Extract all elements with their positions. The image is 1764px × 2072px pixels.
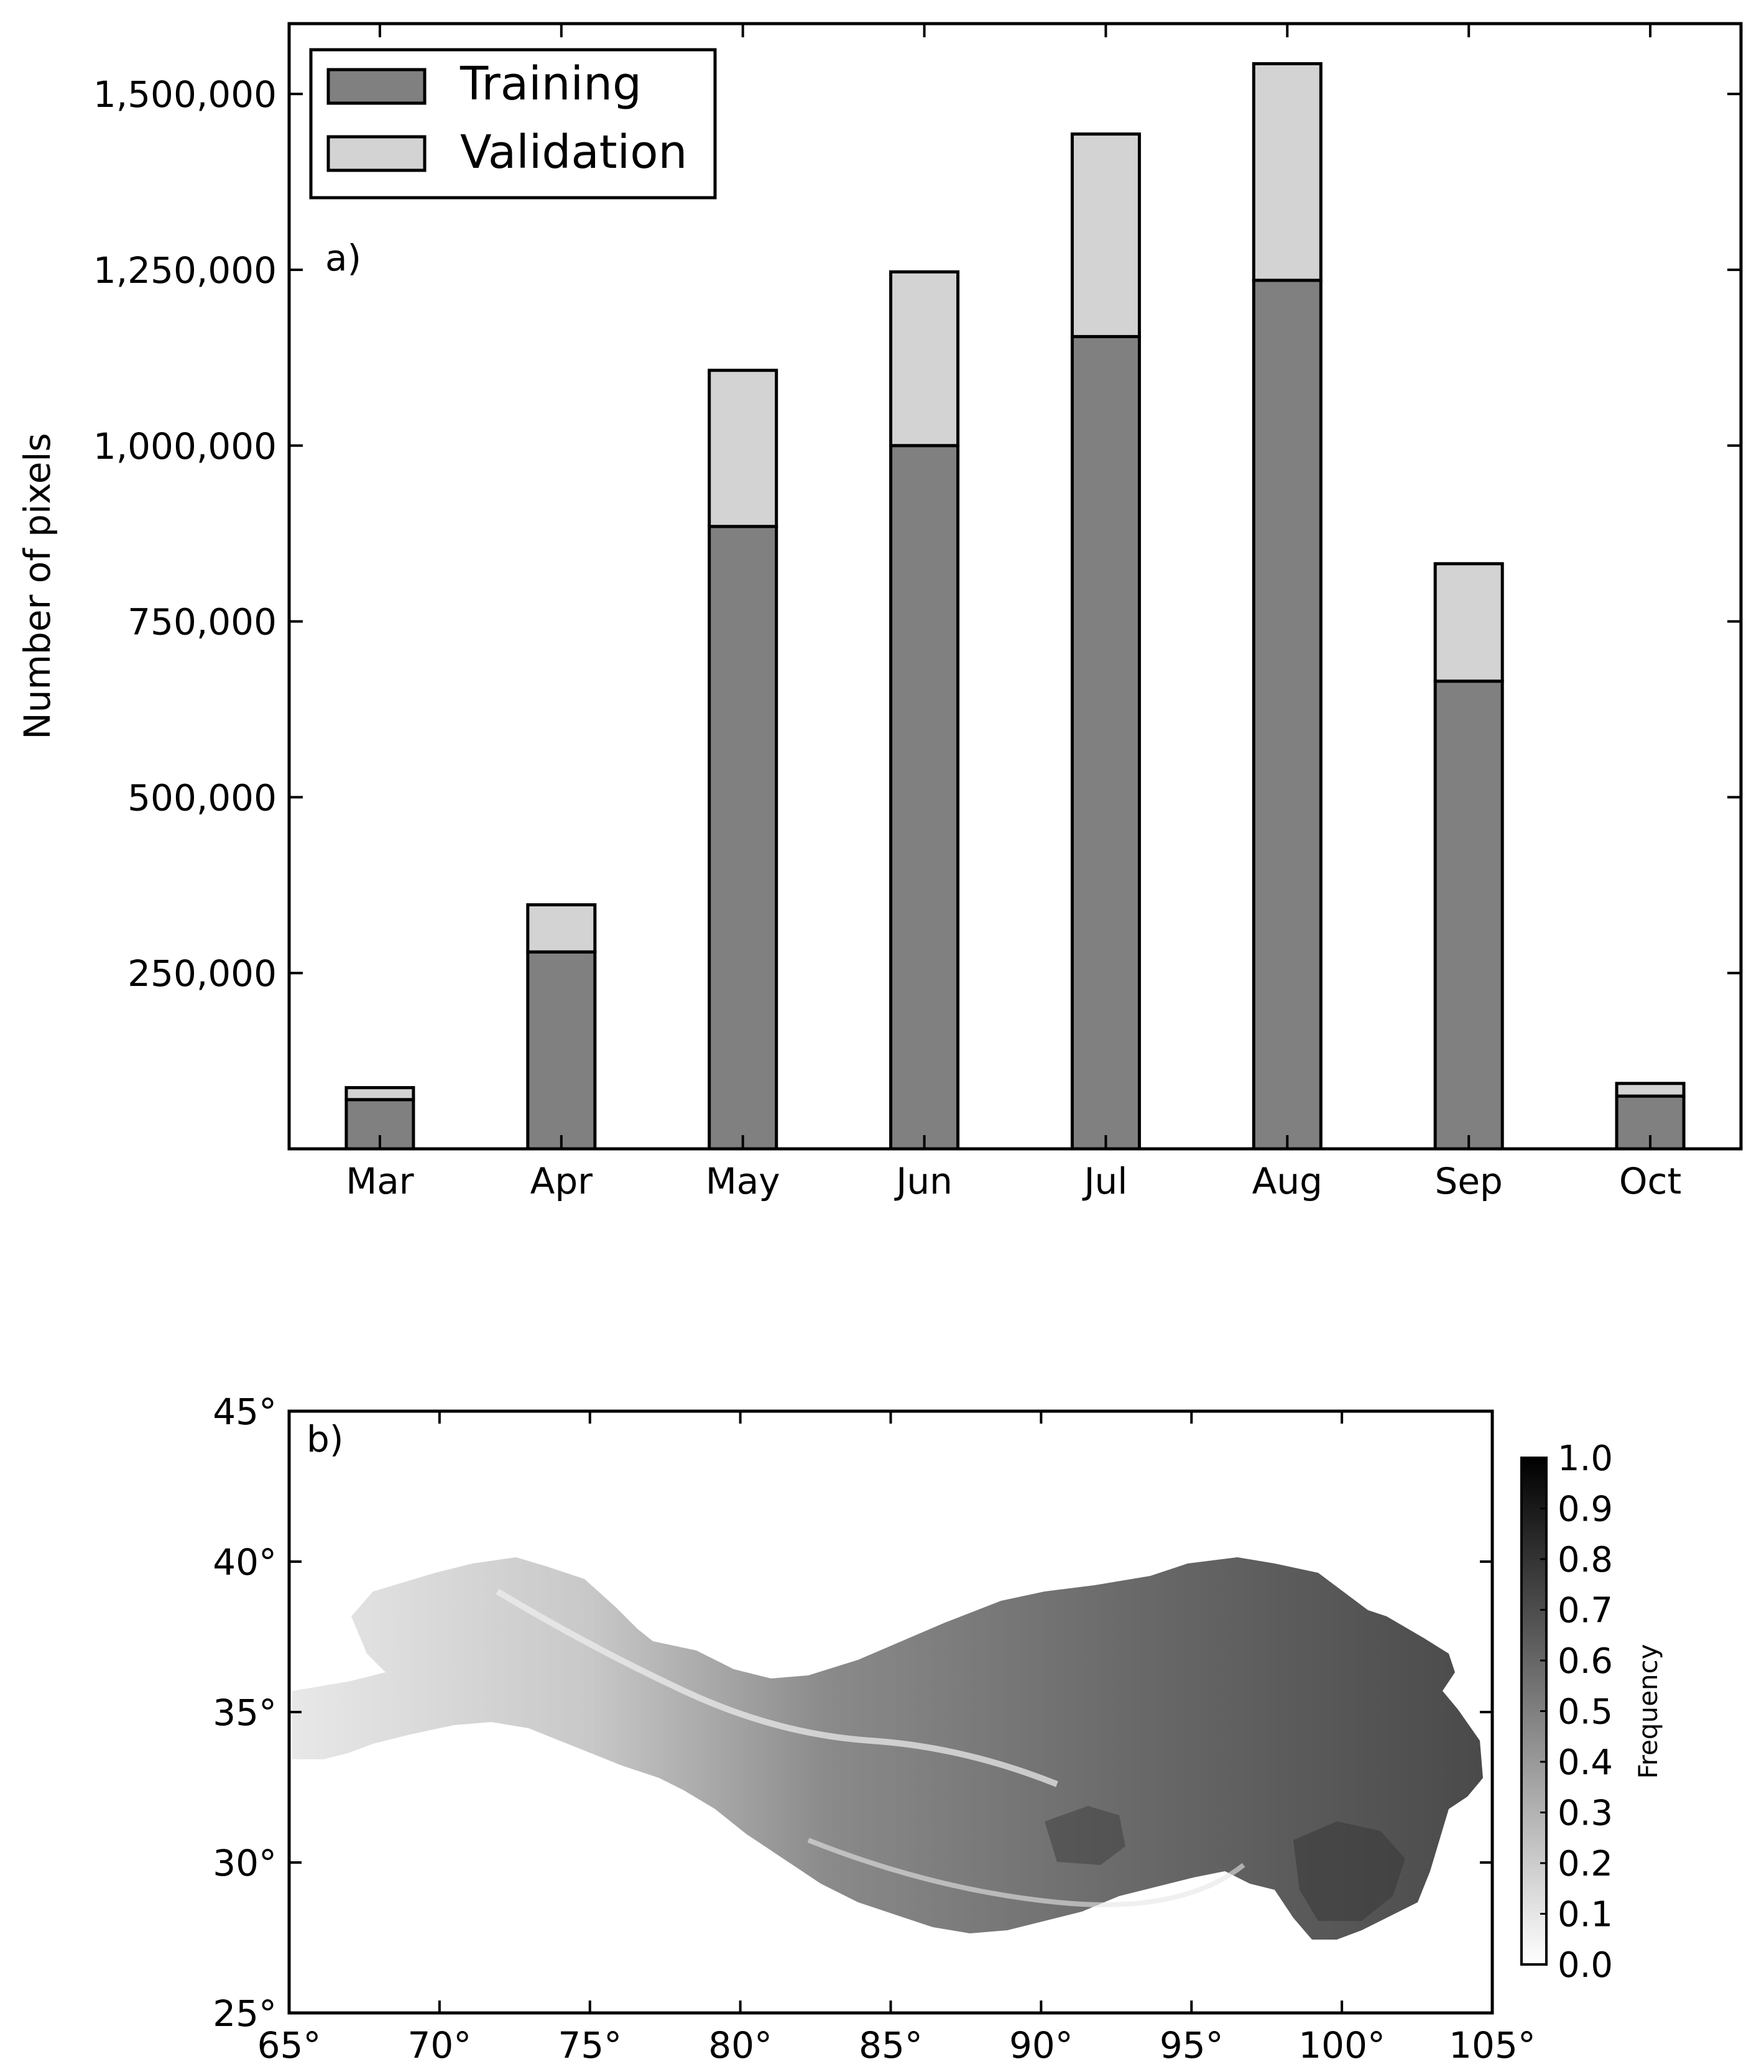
colorbar-tick-label: 0.5 xyxy=(1558,1692,1613,1733)
colorbar-tick-label: 0.1 xyxy=(1558,1895,1613,1935)
map-x-tick-label: 80° xyxy=(708,2024,772,2066)
y-axis-ticks: 250,000 500,000 750,000 1,000,000 1,250,000 1… xyxy=(93,73,1741,995)
bar-validation-sep xyxy=(1433,562,1504,683)
bar-validation-jun xyxy=(889,270,960,448)
colorbar-ticks: 0.0 0.1 0.2 0.3 0.4 0.5 0.6 0.7 0.8 0.9 1.0 xyxy=(1540,1439,1613,1986)
x-tick-label: Jul xyxy=(1082,1160,1127,1202)
bar-training-jul xyxy=(1070,334,1141,1151)
colorbar-label: Frequency xyxy=(1633,1644,1663,1779)
y-tick-label: 1,000,000 xyxy=(93,425,277,467)
y-tick-label: 1,500,000 xyxy=(93,73,277,116)
map-x-tick-label: 105° xyxy=(1449,2024,1536,2066)
y-tick-label: 750,000 xyxy=(127,601,277,643)
bar-validation-may xyxy=(708,369,778,528)
map-x-tick-label: 95° xyxy=(1160,2024,1224,2066)
y-axis-label: Number of pixels xyxy=(16,433,58,739)
x-tick-label: Jun xyxy=(894,1160,953,1202)
x-tick-label: Sep xyxy=(1435,1160,1503,1202)
legend: Training Validation xyxy=(309,48,717,200)
map-x-tick-label: 90° xyxy=(1009,2024,1073,2066)
colorbar-tick-label: 0.6 xyxy=(1558,1641,1613,1682)
map-light-streak xyxy=(496,1588,1058,1787)
x-tick-label: Oct xyxy=(1619,1160,1681,1202)
bar-validation-oct xyxy=(1615,1082,1686,1098)
colorbar-tick-label: 0.9 xyxy=(1558,1490,1613,1530)
colorbar-tick-label: 0.4 xyxy=(1558,1743,1613,1783)
bar-training-apr xyxy=(526,950,597,1151)
colorbar-tick-label: 0.8 xyxy=(1558,1540,1613,1580)
bar-validation-apr xyxy=(526,903,597,954)
bar-training-sep xyxy=(1433,679,1504,1151)
y-tick-label: 500,000 xyxy=(127,776,277,819)
map-dark-patch xyxy=(1293,1821,1405,1921)
map-light-streak-2 xyxy=(807,1838,1245,1907)
bar-training-aug xyxy=(1252,279,1323,1151)
bar-validation-aug xyxy=(1252,62,1323,282)
map-y-tick-label: 45° xyxy=(213,1391,277,1433)
map-y-tick-label: 30° xyxy=(213,1842,277,1884)
map-x-tick-label: 100° xyxy=(1298,2024,1385,2066)
map-image xyxy=(292,1557,1483,1940)
y-tick-label: 1,250,000 xyxy=(93,249,277,292)
x-axis-ticks: Mar Apr May Jun Jul Aug Sep Oct xyxy=(346,24,1681,1202)
map-dark-patch-2 xyxy=(1045,1806,1125,1865)
map-x-tick-label: 75° xyxy=(558,2024,622,2066)
colorbar-tick-label: 0.2 xyxy=(1558,1844,1613,1884)
colorbar-tick-label: 0.3 xyxy=(1558,1793,1613,1834)
colorbar-tick-label: 0.0 xyxy=(1558,1945,1613,1986)
legend-swatch-training xyxy=(326,68,427,105)
x-tick-label: Aug xyxy=(1252,1160,1323,1202)
x-tick-label: Mar xyxy=(346,1160,414,1202)
colorbar: 0.0 0.1 0.2 0.3 0.4 0.5 0.6 0.7 0.8 0.9 1.0 Freque… xyxy=(1520,1439,1663,1986)
bar-chart-panel: 250,000 500,000 750,000 1,000,000 1,250,000 1… xyxy=(16,22,1743,1202)
map-y-axis-ticks: 25° 30° 35° 40° 45° xyxy=(213,1391,1492,2035)
panel-label-b: b) xyxy=(307,1418,343,1460)
map-region xyxy=(292,1557,1483,1940)
bars-group xyxy=(344,62,1686,1151)
legend-frame xyxy=(309,48,717,200)
y-tick-label: 250,000 xyxy=(127,952,277,995)
legend-label-validation: Validation xyxy=(460,126,687,179)
bar-validation-jul xyxy=(1070,132,1141,338)
bar-training-may xyxy=(708,525,778,1151)
panel-label-a: a) xyxy=(325,237,361,279)
map-x-axis-ticks: 65° 70° 75° 80° 85° 90° 95° 100° 105° xyxy=(257,1411,1536,2066)
colorbar-tick-label: 1.0 xyxy=(1558,1439,1613,1479)
map-y-tick-label: 25° xyxy=(213,1992,277,2035)
x-tick-label: May xyxy=(706,1160,780,1202)
map-y-tick-label: 35° xyxy=(213,1692,277,1734)
x-tick-label: Apr xyxy=(530,1160,593,1202)
bar-training-jun xyxy=(889,444,960,1151)
bar-validation-mar xyxy=(344,1086,415,1102)
colorbar-tick-label: 0.7 xyxy=(1558,1591,1613,1631)
map-x-tick-label: 70° xyxy=(407,2024,471,2066)
bar-plot-frame xyxy=(287,22,1743,1151)
map-panel: 65° 70° 75° 80° 85° 90° 95° 100° 105° 25° 30° 35° 4… xyxy=(213,1391,1663,2066)
legend-swatch-validation xyxy=(326,135,427,172)
map-x-tick-label: 85° xyxy=(859,2024,923,2066)
map-x-tick-label: 65° xyxy=(257,2024,321,2066)
legend-label-training: Training xyxy=(459,57,642,111)
map-y-tick-label: 40° xyxy=(213,1541,277,1583)
